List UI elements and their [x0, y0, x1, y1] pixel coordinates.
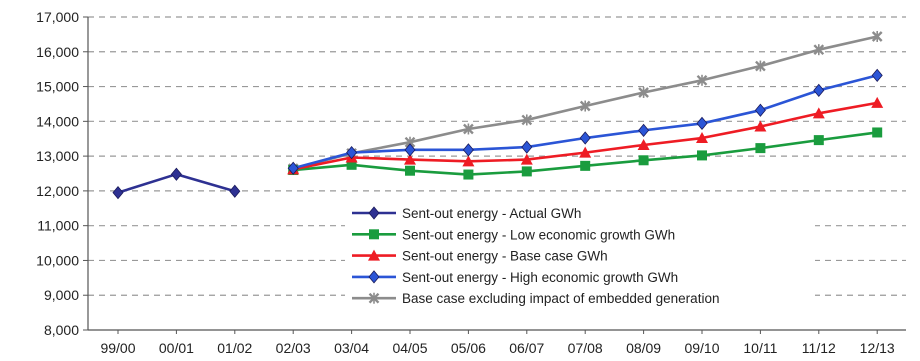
legend: Sent-out energy - Actual GWh Sent-out ene…	[345, 200, 815, 312]
x-tick-label: 04/05	[392, 340, 427, 356]
y-tick-label: 10,000	[36, 252, 79, 268]
x-tick-label: 07/08	[568, 340, 603, 356]
x-tick-label: 10/11	[743, 340, 777, 356]
data-point	[638, 86, 649, 98]
series-0	[112, 167, 241, 200]
data-point	[579, 146, 592, 158]
data-point	[754, 103, 766, 117]
data-point	[871, 96, 884, 108]
y-tick-label: 14,000	[36, 113, 79, 129]
x-tick-label: 05/06	[451, 340, 486, 356]
y-tick-label: 11,000	[37, 218, 79, 234]
x-tick-label: 08/09	[626, 340, 661, 356]
data-point	[229, 184, 241, 198]
legend-item: Base case excluding impact of embedded g…	[352, 291, 719, 306]
y-tick-label: 8,000	[44, 322, 79, 338]
data-point	[637, 138, 650, 150]
data-point	[871, 30, 883, 42]
data-point	[813, 44, 825, 56]
data-point	[812, 107, 825, 119]
legend-swatch-marker	[368, 292, 380, 304]
data-point	[871, 68, 883, 83]
data-point	[638, 155, 649, 166]
data-point	[813, 83, 825, 98]
data-point	[520, 153, 533, 165]
legend-swatch-marker	[368, 249, 380, 261]
legend-label: Sent-out energy - Actual GWh	[402, 206, 581, 221]
data-point	[463, 169, 474, 180]
data-point	[754, 120, 767, 132]
y-tick-label: 9,000	[44, 287, 79, 303]
legend-label: Sent-out energy - Low economic growth GW…	[402, 227, 675, 242]
data-point	[346, 146, 358, 160]
data-point	[579, 131, 591, 145]
legend-label: Base case excluding impact of embedded g…	[402, 291, 719, 306]
x-tick-label: 12/13	[860, 340, 895, 356]
y-tick-label: 12,000	[36, 183, 79, 199]
data-point	[696, 132, 708, 144]
data-point	[463, 123, 474, 135]
data-point	[579, 100, 591, 112]
x-tick-label: 01/02	[217, 340, 252, 356]
data-point	[112, 186, 124, 200]
data-point	[462, 155, 475, 167]
legend-swatch-marker	[368, 270, 380, 284]
x-tick-label: 06/07	[509, 340, 544, 356]
data-point	[404, 143, 416, 157]
data-point	[346, 159, 357, 170]
x-tick-label: 09/10	[684, 340, 719, 356]
legend-item: Sent-out energy - Low economic growth GW…	[352, 227, 675, 242]
legend-swatch-marker	[368, 206, 380, 220]
legend-item: Sent-out energy - High economic growth G…	[352, 270, 678, 285]
data-point	[872, 127, 883, 138]
x-tick-label: 99/00	[100, 340, 135, 356]
data-point	[755, 143, 766, 154]
x-tick-label: 00/01	[159, 340, 194, 356]
data-point	[462, 143, 474, 157]
data-point	[696, 116, 708, 131]
data-point	[696, 74, 708, 86]
y-tick-label: 17,000	[36, 9, 79, 25]
data-point	[521, 140, 533, 154]
x-tick-label: 11/12	[802, 340, 836, 356]
legend-background	[345, 200, 815, 312]
data-point	[813, 135, 824, 146]
series-1	[288, 127, 883, 180]
data-point	[580, 160, 591, 171]
data-point	[287, 161, 299, 175]
legend-item: Sent-out energy - Base case GWh	[352, 249, 608, 264]
x-tick-label: 03/04	[334, 340, 369, 356]
legend-label: Sent-out energy - Base case GWh	[402, 249, 608, 264]
y-tick-label: 15,000	[36, 79, 79, 95]
series-3	[287, 68, 883, 175]
legend-swatch-marker	[369, 229, 379, 240]
series-2	[287, 96, 884, 175]
data-point	[638, 123, 650, 138]
y-tick-label: 16,000	[36, 44, 79, 60]
data-point	[521, 166, 532, 177]
legend-item: Sent-out energy - Actual GWh	[352, 206, 581, 221]
data-point	[755, 60, 766, 72]
y-tick-label: 13,000	[36, 148, 79, 164]
data-point	[697, 150, 707, 161]
data-point	[404, 153, 416, 165]
data-point	[170, 167, 182, 181]
data-point	[521, 114, 533, 126]
legend-label: Sent-out energy - High economic growth G…	[402, 270, 678, 285]
data-point	[405, 165, 415, 176]
x-tick-label: 02/03	[276, 340, 311, 356]
